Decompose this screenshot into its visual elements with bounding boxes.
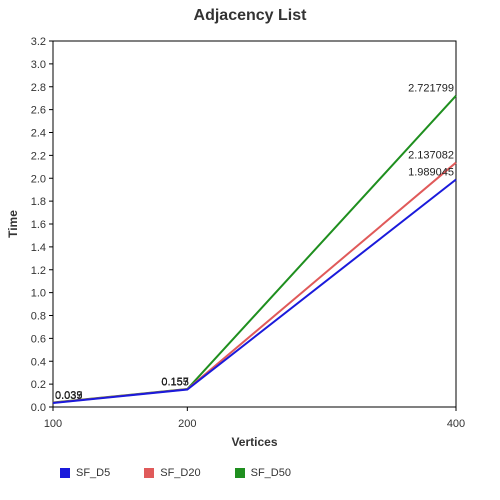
- y-tick-label: 3.0: [31, 59, 46, 71]
- series-line-sf-d5: [52, 178, 457, 404]
- data-label-sf-d20: 2.137082: [408, 150, 454, 162]
- legend-item-sf-d5: SF_D5: [60, 467, 110, 479]
- y-tick-label: 2.6: [31, 105, 46, 117]
- y-tick-label: 0.2: [31, 379, 46, 391]
- data-label-sf-d5: 0.035: [55, 390, 83, 402]
- y-tick-label: 1.0: [31, 288, 46, 300]
- y-axis-label: Time: [6, 210, 20, 238]
- x-axis-label: Vertices: [231, 435, 277, 449]
- legend-label-sf-d20: SF_D20: [160, 467, 201, 479]
- y-tick-label: 2.8: [31, 82, 46, 94]
- y-tick-label: 0.6: [31, 333, 46, 345]
- y-tick-label: 0.0: [31, 402, 46, 414]
- legend-label-sf-d5: SF_D5: [76, 467, 111, 479]
- data-label-sf-d5: 0.153: [161, 377, 189, 389]
- x-tick-label: 400: [447, 418, 465, 430]
- chart-title: Adjacency List: [193, 7, 307, 24]
- y-tick-label: 2.0: [31, 173, 46, 185]
- y-tick-label: 2.4: [31, 128, 46, 140]
- legend: SF_D5 SF_D20 SF_D50: [60, 467, 291, 479]
- y-tick-label: 2.2: [31, 150, 46, 162]
- x-tick-label: 200: [178, 418, 196, 430]
- y-tick-label: 3.2: [31, 36, 46, 48]
- y-tick-label: 1.4: [31, 242, 46, 254]
- y-tick-label: 1.2: [31, 265, 46, 277]
- legend-swatch-sf-d50: [234, 468, 245, 478]
- y-tick-label: 1.8: [31, 196, 46, 208]
- series-line-sf-d50: [52, 95, 457, 404]
- series-line-sf-d20: [52, 161, 457, 404]
- data-label-sf-d50: 0.157: [161, 376, 189, 388]
- y-tick-label: 0.4: [31, 356, 46, 368]
- data-label-sf-d5: 1.989045: [408, 167, 454, 179]
- legend-swatch-sf-d20: [144, 468, 155, 478]
- data-label-sf-d50: 2.721799: [408, 83, 454, 95]
- y-tick-label: 0.8: [31, 311, 46, 323]
- data-label-sf-d20: 0.037: [55, 390, 83, 402]
- plot-frame: [52, 40, 457, 408]
- data-label-sf-d20: 0.155: [161, 376, 189, 388]
- legend-item-sf-d50: SF_D50: [234, 467, 291, 479]
- legend-item-sf-d20: SF_D20: [144, 467, 201, 479]
- legend-swatch-sf-d5: [60, 468, 70, 478]
- data-label-sf-d50: 0.039: [55, 390, 83, 402]
- x-tick-label: 100: [44, 418, 62, 430]
- y-tick-label: 1.6: [31, 219, 46, 231]
- legend-label-sf-d50: SF_D50: [250, 467, 291, 479]
